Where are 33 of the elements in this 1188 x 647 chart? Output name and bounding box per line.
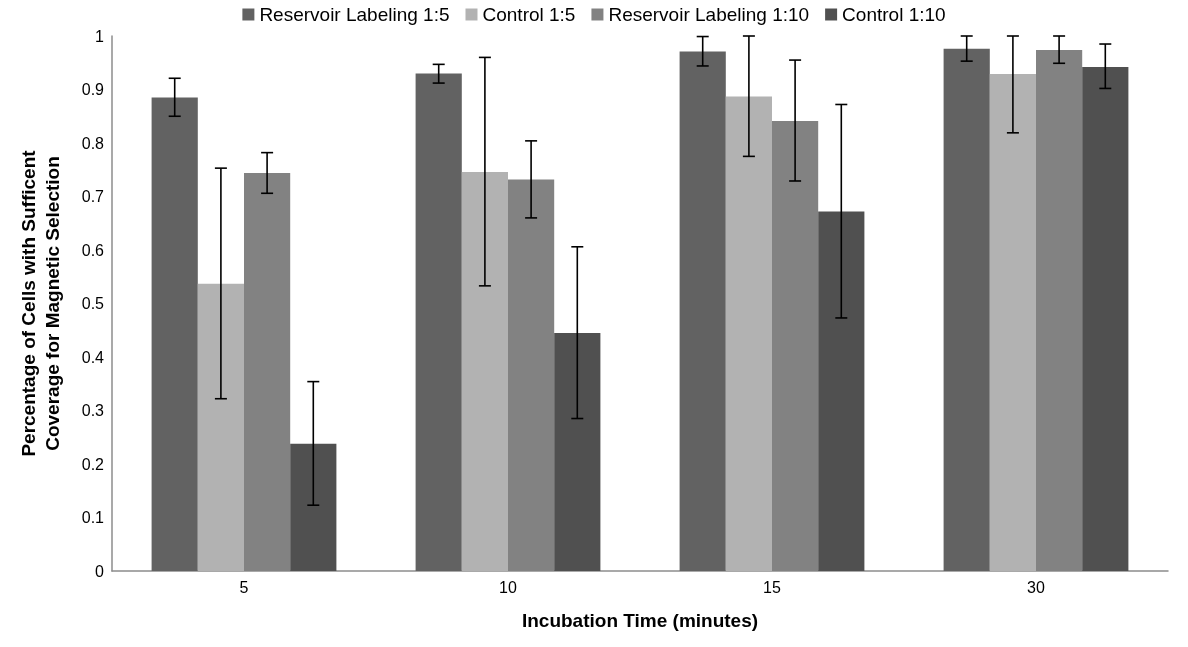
y-tick-label: 0: [95, 562, 105, 580]
y-tick-label: 0.9: [81, 81, 105, 98]
x-tick-label: 10: [499, 578, 517, 596]
legend-label: Control 1:5: [482, 4, 576, 25]
legend-label: Reservoir Labeling 1:10: [608, 4, 810, 25]
bar: [818, 211, 865, 571]
y-tick-label: 1: [95, 27, 105, 45]
y-tick-label: 0.2: [81, 455, 105, 473]
x-tick-label: 15: [763, 578, 781, 596]
bar: [725, 96, 772, 571]
bar: [461, 171, 508, 571]
legend-label: Control 1:10: [842, 4, 946, 25]
bar: [415, 73, 462, 571]
bar: [554, 332, 601, 571]
bar: [197, 283, 244, 571]
y-tick-label: 0.5: [81, 295, 105, 312]
bar: [679, 51, 726, 571]
legend-label: Reservoir Labeling 1:5: [259, 4, 450, 25]
y-axis-title: Percentage of Cells with Sufficent Coverage for Magnetic Selection: [17, 149, 63, 457]
x-axis-title: Incubation Time (minutes): [521, 610, 759, 631]
x-tick-label: 30: [1027, 578, 1045, 596]
bar: [290, 443, 337, 571]
y-tick-label: 0.4: [81, 348, 105, 366]
y-tick-label: 0.8: [81, 134, 105, 152]
y-tick-label: 0.6: [81, 241, 105, 259]
x-tick-label: 5: [239, 578, 249, 596]
bar: [1082, 67, 1129, 571]
y-tick-label: 0.3: [81, 402, 105, 419]
bar: [943, 48, 990, 571]
y-tick-label: 0.1: [81, 509, 105, 526]
bar: [989, 73, 1036, 571]
bar: [151, 97, 198, 571]
y-tick-label: 0.7: [81, 188, 105, 205]
